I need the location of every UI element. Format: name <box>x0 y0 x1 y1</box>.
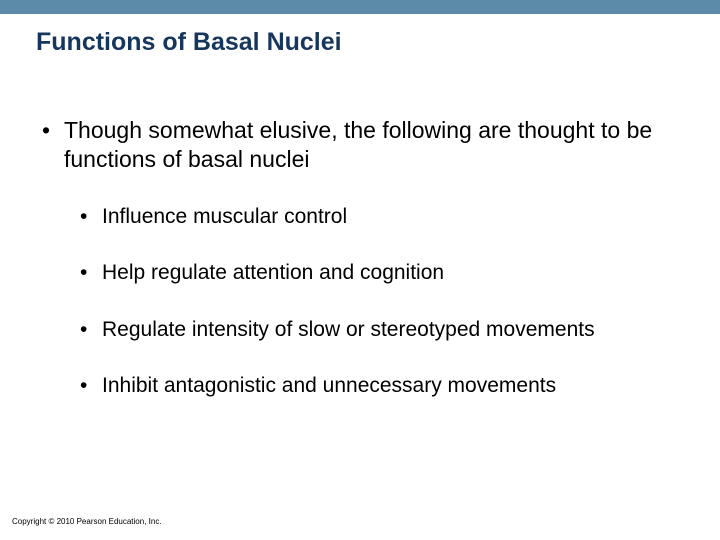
bullet-dot-icon: • <box>80 260 87 286</box>
sub-bullet-text: Help regulate attention and cognition <box>102 260 676 286</box>
sub-bullet-text: Regulate intensity of slow or stereotype… <box>102 317 676 343</box>
main-bullet-text: Though somewhat elusive, the following a… <box>64 116 676 174</box>
copyright-text: Copyright © 2010 Pearson Education, Inc. <box>12 517 162 526</box>
slide-title: Functions of Basal Nuclei <box>36 28 342 57</box>
bullet-dot-icon: • <box>42 116 50 145</box>
sub-bullet-item: • Influence muscular control <box>76 204 676 230</box>
bullet-dot-icon: • <box>80 317 87 343</box>
sub-bullet-text: Influence muscular control <box>102 204 676 230</box>
bullet-dot-icon: • <box>80 204 87 230</box>
sub-bullet-text: Inhibit antagonistic and unnecessary mov… <box>102 373 676 399</box>
sub-bullet-item: • Inhibit antagonistic and unnecessary m… <box>76 373 676 399</box>
sub-bullet-list: • Influence muscular control • Help regu… <box>76 204 676 429</box>
sub-bullet-item: • Help regulate attention and cognition <box>76 260 676 286</box>
sub-bullet-item: • Regulate intensity of slow or stereoty… <box>76 317 676 343</box>
bullet-dot-icon: • <box>80 373 87 399</box>
main-bullet: • Though somewhat elusive, the following… <box>36 116 676 174</box>
top-accent-bar <box>0 0 720 14</box>
